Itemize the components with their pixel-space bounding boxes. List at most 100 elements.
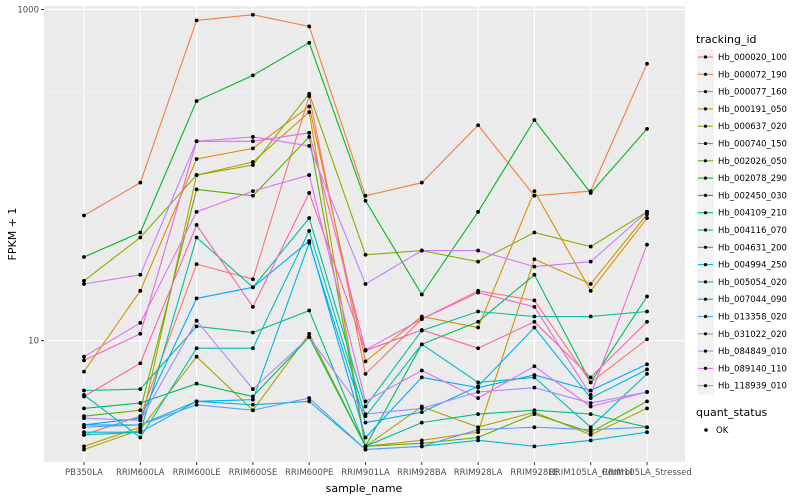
data-point (419, 248, 424, 253)
data-point (645, 309, 649, 314)
data-point (645, 430, 649, 435)
data-point (645, 294, 649, 299)
legend-label: Hb_000072_190 (718, 70, 787, 80)
data-point (532, 272, 537, 277)
data-point (419, 368, 424, 373)
data-point (419, 314, 424, 319)
data-point (532, 373, 537, 377)
x-tick-label: RRIM600LA (116, 468, 165, 478)
data-point (645, 406, 649, 411)
data-point (419, 444, 424, 449)
x-tick-label: RRIM105LA_Stressed (602, 468, 692, 478)
data-point (138, 180, 143, 185)
data-point (363, 359, 368, 364)
legend-key-point (703, 332, 708, 336)
x-tick-label: RRIM928LE (510, 468, 558, 478)
data-point (645, 425, 649, 430)
x-tick-label: RRIM105LA_Control (549, 468, 633, 478)
data-point (363, 371, 368, 376)
legend-label: Hb_004116_070 (718, 226, 787, 236)
data-point (419, 292, 424, 297)
data-point (419, 406, 424, 411)
data-point (138, 230, 143, 235)
data-point (82, 369, 86, 374)
legend-key-point (703, 211, 708, 215)
legend-key-point (703, 141, 708, 146)
data-point (588, 388, 593, 393)
data-point (138, 361, 143, 366)
data-point (251, 397, 255, 402)
data-point (138, 235, 143, 240)
data-point (138, 422, 143, 427)
data-point (588, 427, 593, 432)
legend-key-point (703, 349, 708, 353)
data-point (194, 262, 199, 266)
data-point (194, 381, 199, 386)
data-point (138, 387, 143, 391)
status-legend: quant_status OK (696, 406, 768, 436)
data-point (194, 157, 199, 161)
data-point (194, 99, 199, 103)
y-tick-label: 1000 (17, 6, 39, 16)
data-point (307, 144, 312, 148)
legend-label: Hb_000740_150 (718, 140, 787, 150)
data-point (307, 40, 312, 45)
data-point (532, 189, 537, 194)
data-point (588, 404, 593, 409)
data-point (307, 335, 312, 340)
data-point (138, 288, 143, 293)
data-point (419, 410, 424, 415)
plot-panel (44, 6, 685, 462)
data-point (251, 394, 255, 399)
data-point (476, 259, 480, 264)
x-tick-label: RRIM600SE (229, 468, 278, 478)
data-point (476, 412, 480, 417)
legend-label: Hb_002078_290 (718, 174, 787, 184)
legend-key-point (703, 297, 708, 301)
x-tick-label: RRIM600PE (285, 468, 333, 478)
data-point (419, 438, 424, 443)
data-point (363, 252, 368, 257)
data-point (476, 123, 480, 128)
data-point (588, 396, 593, 400)
x-tick-label: PB350LA (65, 468, 103, 478)
legend-label: Hb_000191_050 (718, 105, 787, 115)
y-axis-ticks: 10 1000 (17, 6, 44, 347)
data-point (419, 328, 424, 332)
data-point (476, 346, 480, 351)
data-point (82, 406, 86, 411)
data-point (532, 314, 537, 319)
data-point (363, 412, 368, 417)
data-point (138, 321, 143, 325)
data-point (82, 213, 86, 218)
data-point (532, 385, 537, 390)
data-point (532, 264, 537, 269)
data-point (588, 191, 593, 195)
data-point (645, 216, 649, 220)
data-point (363, 282, 368, 286)
data-point (588, 259, 593, 264)
data-point (251, 135, 255, 139)
data-point (476, 319, 480, 324)
data-point (138, 331, 143, 336)
data-point (645, 367, 649, 372)
data-point (588, 375, 593, 380)
data-point (645, 242, 649, 247)
data-point (251, 160, 255, 164)
legend-key-point (703, 384, 708, 388)
data-point (532, 319, 537, 324)
data-point (588, 282, 593, 286)
data-point (419, 420, 424, 425)
data-point (194, 346, 199, 351)
data-point (645, 337, 649, 342)
data-point (532, 425, 537, 430)
legend-label: Hb_005054_020 (718, 278, 787, 288)
data-point (251, 330, 255, 335)
data-point (194, 139, 199, 144)
data-point (363, 444, 368, 449)
data-point (251, 304, 255, 309)
data-point (363, 193, 368, 198)
data-point (251, 12, 255, 17)
legend-key-point (703, 55, 708, 59)
